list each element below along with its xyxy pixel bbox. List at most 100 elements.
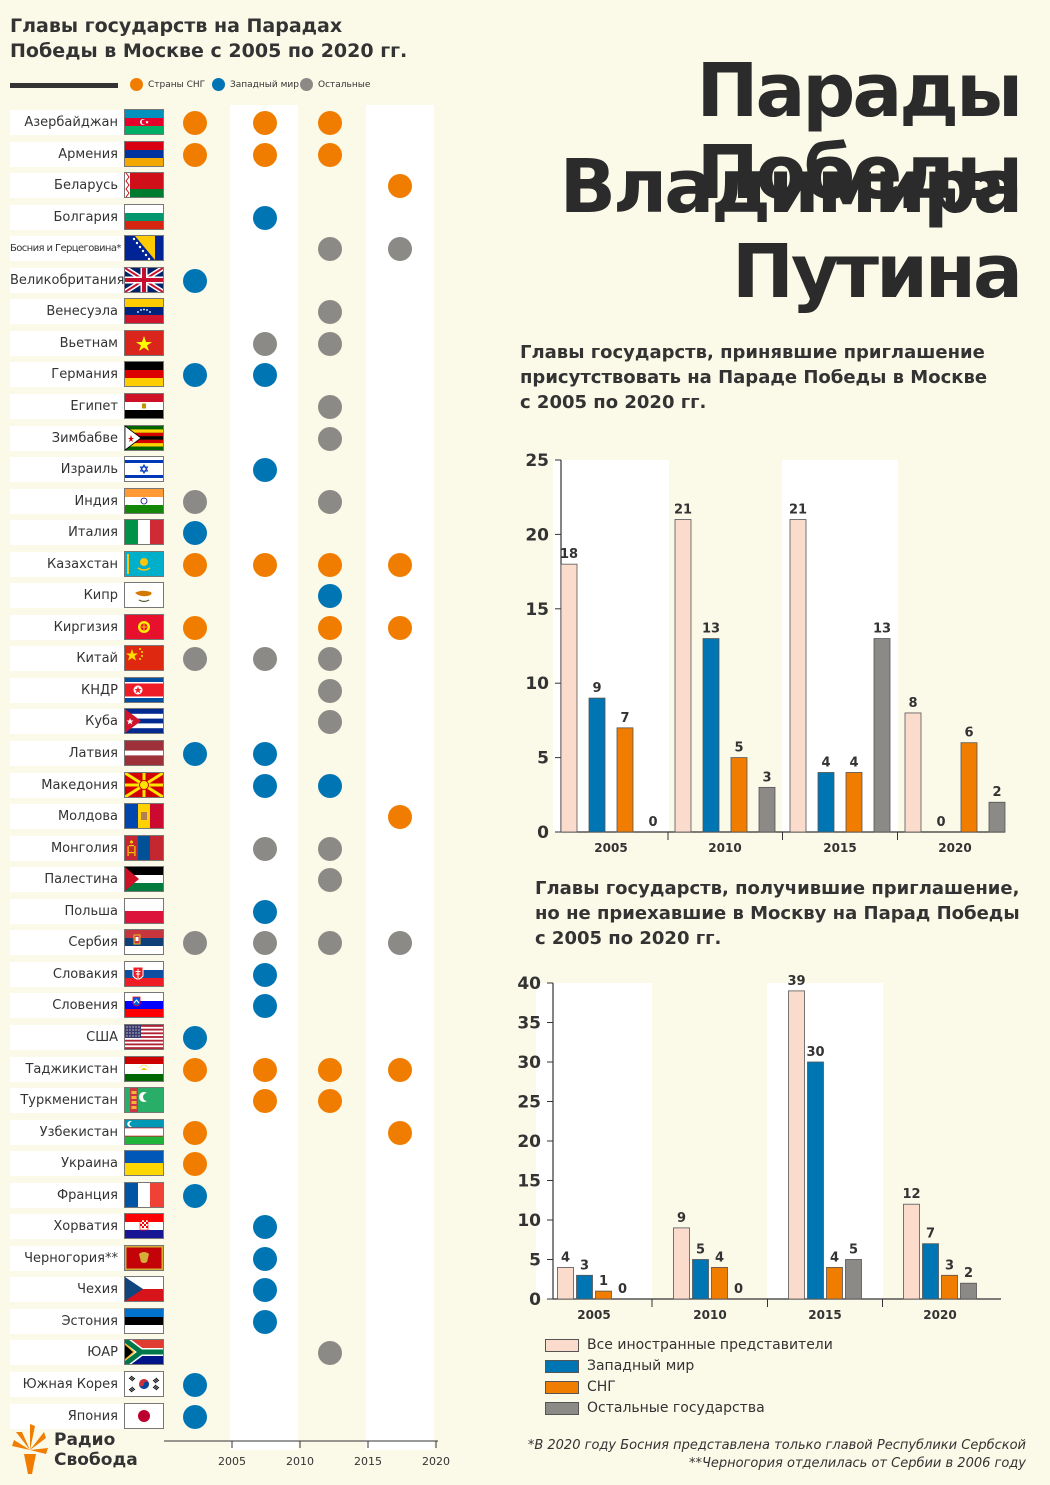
legend-swatch — [545, 1380, 579, 1394]
attendance-dot-2005 — [183, 1373, 207, 1397]
attendance-dot-2010 — [253, 111, 277, 135]
attendance-dot-2005 — [183, 1404, 207, 1429]
bar-2005-series-1 — [576, 1274, 593, 1300]
czech-flag — [124, 1276, 164, 1303]
bar-value-label: 5 — [696, 1243, 705, 1258]
country-name: Индия — [74, 493, 118, 509]
chart-legend-item: СНГ — [545, 1377, 833, 1398]
bar-2020-series-3 — [988, 801, 1006, 833]
bar-value-label: 39 — [787, 974, 805, 989]
attendance-dot-2005 — [183, 1183, 207, 1208]
attendance-dot-2020 — [388, 237, 412, 262]
attendance-dot-2005 — [183, 1120, 207, 1145]
attendance-dot-2005 — [183, 1057, 207, 1082]
bar-value-label: 18 — [560, 547, 578, 562]
germany-flag — [124, 361, 164, 388]
bar-2020-series-3 — [960, 1282, 977, 1300]
india-flag — [124, 487, 164, 514]
y-tick-label: 5 — [537, 749, 549, 769]
attendance-dot-2005 — [183, 111, 207, 135]
country-name: Египет — [70, 398, 118, 414]
x-tick-label: 2020 — [938, 841, 971, 855]
estonia-flag — [124, 1307, 164, 1334]
poland-flag — [124, 897, 164, 924]
x-tick-label: 2005 — [577, 1308, 610, 1322]
country-name: Монголия — [50, 840, 118, 856]
japan-flag — [124, 1402, 164, 1429]
attendance-dot-2020 — [388, 615, 412, 640]
country-name: Армения — [58, 146, 118, 162]
turkmenistan-flag — [124, 1087, 164, 1114]
country-name: Беларусь — [54, 178, 118, 194]
attendance-dot-2015 — [318, 1341, 342, 1366]
bar-value-label: 5 — [849, 1243, 858, 1258]
country-name: Япония — [67, 1408, 118, 1424]
attendance-dot-2005 — [183, 363, 207, 388]
bar-2010-series-1 — [692, 1259, 709, 1300]
attendance-dot-2020 — [388, 1120, 412, 1145]
attendance-dot-2005 — [183, 931, 207, 956]
attendance-dot-2015 — [318, 142, 342, 167]
attendance-dot-2010 — [253, 1278, 277, 1303]
bar-2020-series-2 — [941, 1274, 958, 1300]
country-name: Великобритания — [10, 272, 125, 288]
country-name: Израиль — [60, 462, 118, 478]
attendance-dot-2015 — [318, 678, 342, 703]
attendance-dot-2015 — [318, 1057, 342, 1082]
attendance-dot-2015 — [318, 1089, 342, 1114]
italy-flag — [124, 519, 164, 546]
attendance-dot-2010 — [253, 931, 277, 956]
country-name: Черногория** — [24, 1250, 118, 1266]
bar-value-label: 4 — [561, 1250, 570, 1265]
cuba-flag — [124, 708, 164, 735]
chart2-title: Главы государств, получившие приглашение… — [535, 878, 1020, 949]
footnote-2: **Черногория отделилась от Сербии в 2006… — [688, 1456, 1026, 1471]
year-band — [536, 983, 652, 1299]
bosnia-flag — [124, 235, 164, 262]
legend-label: Остальные государства — [587, 1400, 765, 1416]
footnote-1: *В 2020 году Босния представлена только … — [527, 1438, 1026, 1453]
china-flag — [124, 645, 164, 672]
bar-2020-series-1 — [922, 1243, 939, 1300]
chart-legend-item: Западный мир — [545, 1356, 833, 1377]
bar-value-label: 13 — [873, 622, 891, 637]
legend-swatch — [545, 1401, 579, 1415]
bar-value-label: 0 — [648, 815, 657, 830]
bar-value-label: 2 — [964, 1266, 973, 1281]
y-tick-label: 30 — [517, 1053, 541, 1073]
bar-value-label: 21 — [789, 503, 807, 518]
country-name: Туркменистан — [20, 1093, 118, 1109]
legend-label: СНГ — [587, 1379, 616, 1395]
bar-value-label: 2 — [992, 785, 1001, 800]
country-name: Латвия — [68, 746, 118, 761]
montenegro-flag — [124, 1244, 164, 1271]
bar-value-label: 12 — [902, 1187, 920, 1202]
attendance-dot-2015 — [318, 615, 342, 640]
band-2020 — [366, 105, 434, 1450]
attendance-dot-2015 — [318, 111, 342, 135]
country-name: Эстония — [61, 1313, 118, 1329]
bar-2015-series-3 — [845, 1259, 862, 1300]
attendance-dot-2010 — [253, 1215, 277, 1240]
attendance-dot-2010 — [253, 1089, 277, 1114]
y-tick-label: 10 — [517, 1211, 541, 1231]
y-tick-label: 20 — [517, 1132, 541, 1152]
country-name: Болгария — [53, 209, 119, 225]
attendance-dot-2015 — [318, 237, 342, 262]
bar-2005-series-0 — [557, 1266, 574, 1300]
left-axis-tick-label: 2005 — [218, 1455, 246, 1468]
x-tick-label: 2015 — [823, 841, 856, 855]
attendance-dot-2010 — [253, 773, 277, 798]
country-name: Кипр — [83, 588, 118, 604]
left-legend-item: Остальные — [300, 78, 370, 91]
attendance-dot-2005 — [183, 1152, 207, 1177]
attendance-dot-2005 — [183, 1025, 207, 1050]
country-name: Зимбабве — [51, 430, 118, 446]
egypt-flag — [124, 392, 164, 419]
attendance-dot-2020 — [388, 931, 412, 956]
attendance-dot-2010 — [253, 836, 277, 861]
attendance-dot-2020 — [388, 552, 412, 577]
venezuela-flag — [124, 298, 164, 325]
country-name: Куба — [85, 714, 118, 730]
attendance-dot-2020 — [388, 174, 412, 199]
